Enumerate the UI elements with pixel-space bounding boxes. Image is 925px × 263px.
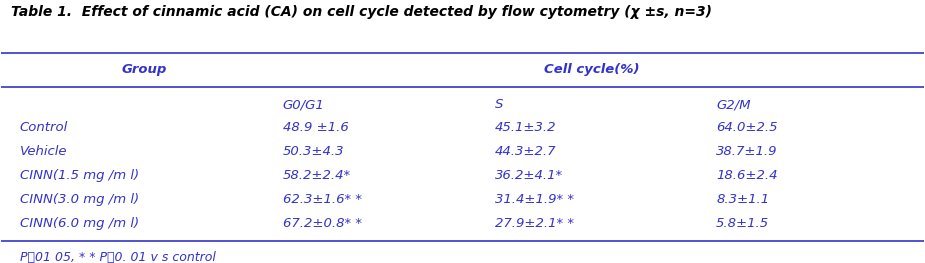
Text: 8.3±1.1: 8.3±1.1 bbox=[716, 193, 770, 206]
Text: 45.1±3.2: 45.1±3.2 bbox=[495, 121, 556, 134]
Text: 67.2±0.8* *: 67.2±0.8* * bbox=[283, 218, 362, 230]
Text: 50.3±4.3: 50.3±4.3 bbox=[283, 145, 344, 158]
Text: 48.9 ±1.6: 48.9 ±1.6 bbox=[283, 121, 349, 134]
Text: Cell cycle(%): Cell cycle(%) bbox=[544, 63, 639, 77]
Text: Table 1.  Effect of cinnamic acid (CA) on cell cycle detected by flow cytometry : Table 1. Effect of cinnamic acid (CA) on… bbox=[10, 5, 711, 19]
Text: Vehicle: Vehicle bbox=[19, 145, 68, 158]
Text: 64.0±2.5: 64.0±2.5 bbox=[716, 121, 778, 134]
Text: P＜01 05, * * P＜0. 01 v s control: P＜01 05, * * P＜0. 01 v s control bbox=[19, 251, 216, 263]
Text: Control: Control bbox=[19, 121, 68, 134]
Text: 27.9±2.1* *: 27.9±2.1* * bbox=[495, 218, 574, 230]
Text: 5.8±1.5: 5.8±1.5 bbox=[716, 218, 770, 230]
Text: 31.4±1.9* *: 31.4±1.9* * bbox=[495, 193, 574, 206]
Text: 44.3±2.7: 44.3±2.7 bbox=[495, 145, 556, 158]
Text: 58.2±2.4*: 58.2±2.4* bbox=[283, 169, 351, 182]
Text: CINN(1.5 mg /m l): CINN(1.5 mg /m l) bbox=[19, 169, 139, 182]
Text: 62.3±1.6* *: 62.3±1.6* * bbox=[283, 193, 362, 206]
Text: G2/M: G2/M bbox=[716, 98, 750, 111]
Text: CINN(3.0 mg /m l): CINN(3.0 mg /m l) bbox=[19, 193, 139, 206]
Text: S: S bbox=[495, 98, 503, 111]
Text: 38.7±1.9: 38.7±1.9 bbox=[716, 145, 778, 158]
Text: 18.6±2.4: 18.6±2.4 bbox=[716, 169, 778, 182]
Text: CINN(6.0 mg /m l): CINN(6.0 mg /m l) bbox=[19, 218, 139, 230]
Text: G0/G1: G0/G1 bbox=[283, 98, 325, 111]
Text: Group: Group bbox=[122, 63, 167, 77]
Text: 36.2±4.1*: 36.2±4.1* bbox=[495, 169, 563, 182]
